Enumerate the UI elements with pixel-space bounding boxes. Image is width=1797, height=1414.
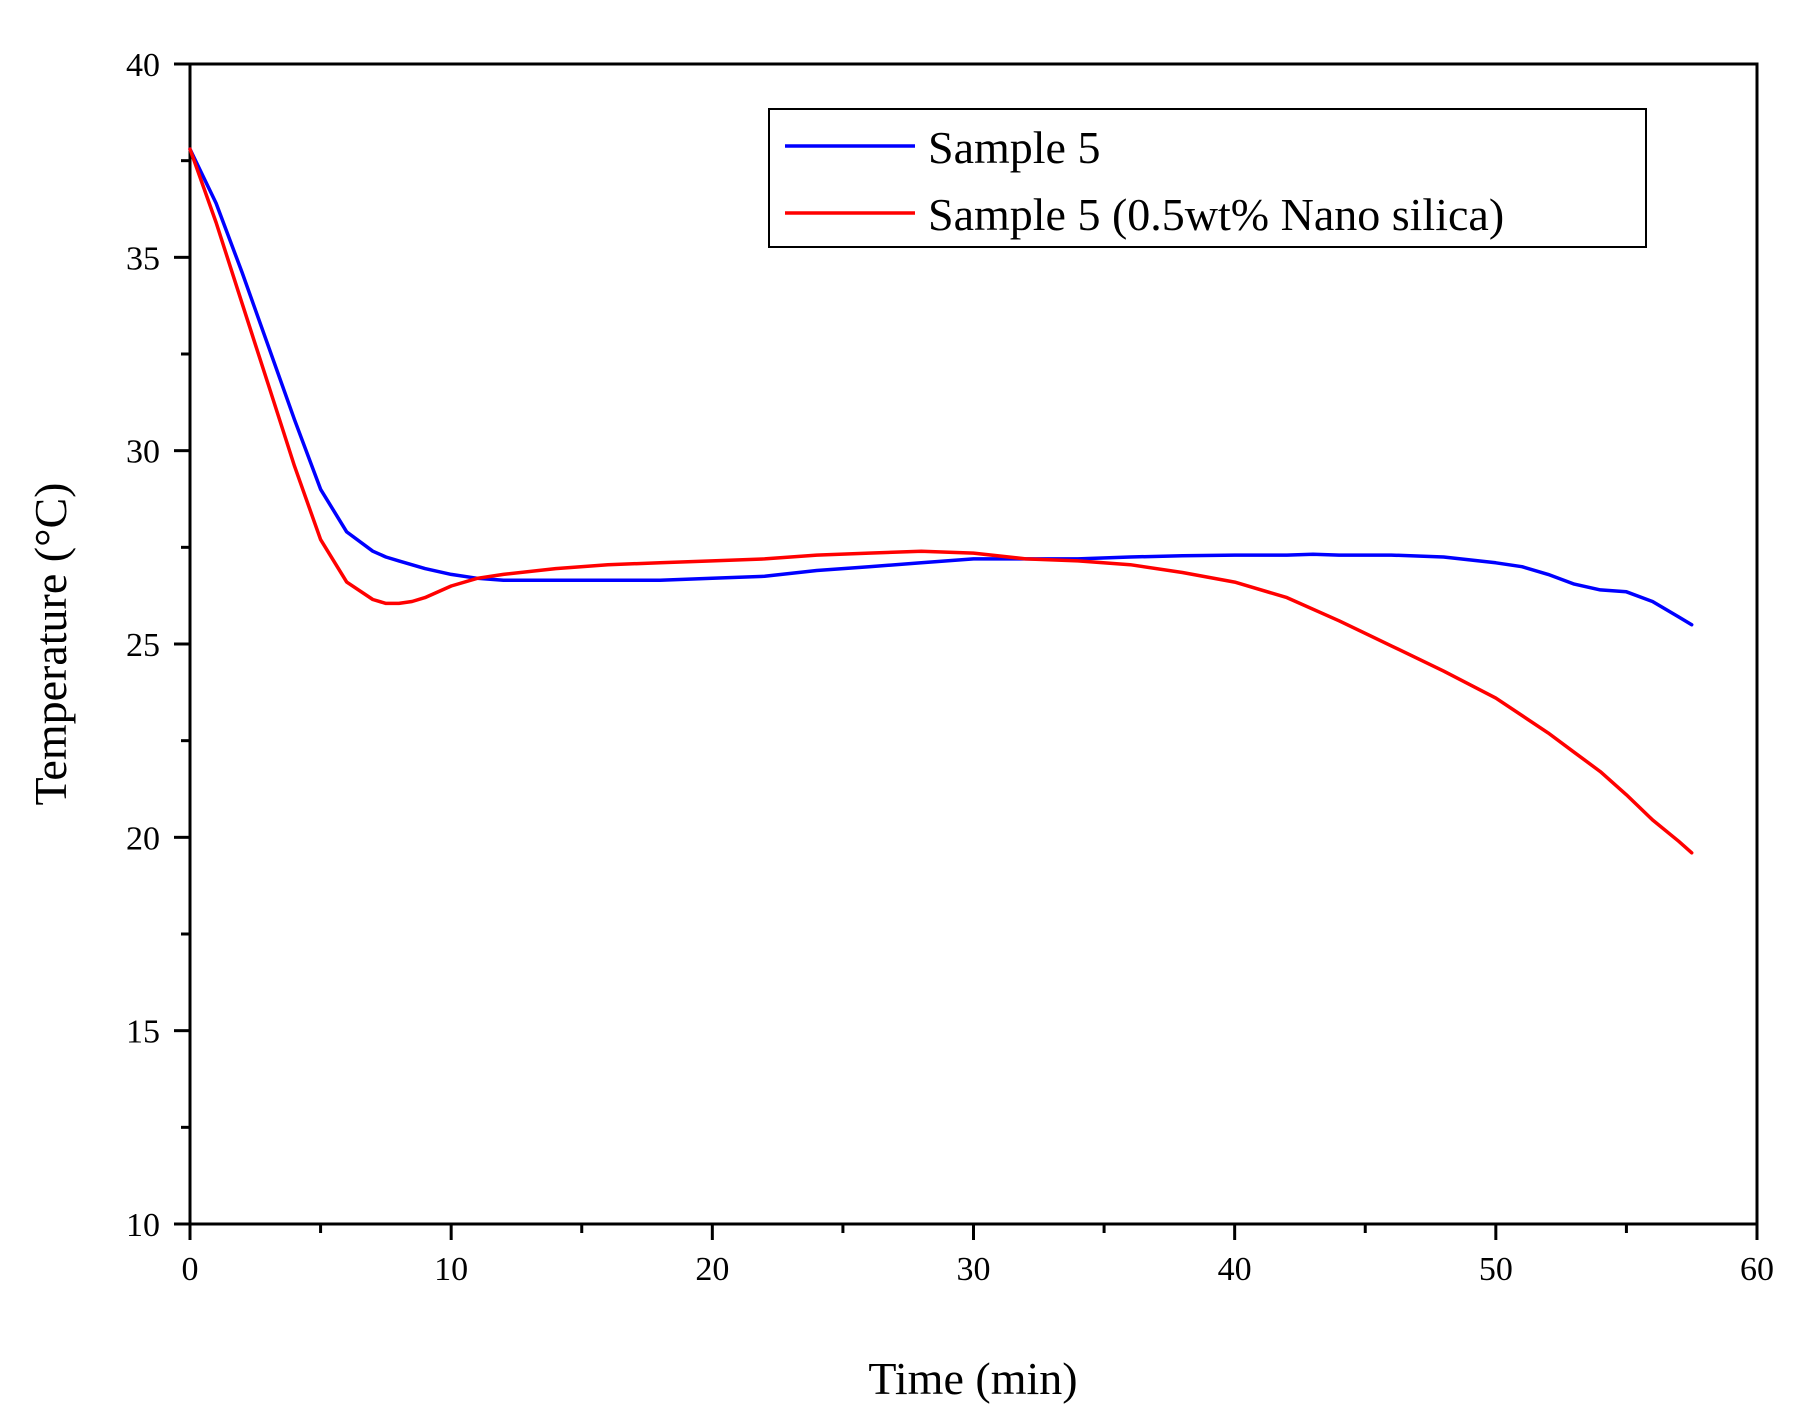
series-line-0: [188, 147, 1694, 627]
y-tick-label: 30: [126, 434, 160, 471]
y-tick-label: 35: [126, 240, 160, 277]
series-line-1: [188, 147, 1694, 855]
y-tick-label: 40: [126, 47, 160, 84]
x-tick-label: 30: [957, 1251, 991, 1288]
y-axis-ticks: 10 15 20 25 30 35 40: [126, 47, 190, 1244]
y-tick-label: 15: [126, 1014, 160, 1051]
series-lines: [188, 147, 1694, 855]
x-tick-label: 0: [182, 1251, 199, 1288]
y-tick-label: 20: [126, 820, 160, 857]
legend: Sample 5 Sample 5 (0.5wt% Nano silica): [768, 108, 1647, 248]
x-axis-title: Time (min): [868, 1353, 1077, 1404]
y-tick-label: 25: [126, 627, 160, 664]
legend-label-sample-5: Sample 5: [928, 122, 1100, 173]
legend-box: [768, 108, 1647, 248]
x-tick-label: 20: [695, 1251, 729, 1288]
x-tick-label: 50: [1479, 1251, 1513, 1288]
legend-label-sample-5-nano-silica: Sample 5 (0.5wt% Nano silica): [928, 189, 1504, 240]
y-axis-title: Temperature (°C): [25, 483, 76, 806]
y-tick-label: 10: [126, 1207, 160, 1244]
x-tick-label: 40: [1218, 1251, 1252, 1288]
x-axis-ticks: 0 10 20 30 40 50 60: [182, 1224, 1774, 1288]
x-tick-label: 60: [1740, 1251, 1774, 1288]
x-tick-label: 10: [434, 1251, 468, 1288]
